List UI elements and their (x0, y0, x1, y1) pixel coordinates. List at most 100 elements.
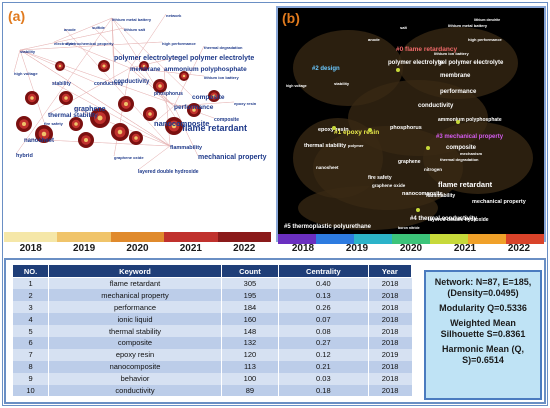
cluster-keyword-label: lithium metal battery (448, 23, 488, 28)
table-header-row: NO. Keyword Count Centrality Year (11, 264, 413, 278)
table-cell: 2018 (367, 384, 412, 397)
table-cell: 0.12 (277, 348, 369, 361)
panel-b-cluster-map: lithium dendrite lithium metal battery sal… (276, 6, 546, 244)
table-cell: 120 (220, 348, 279, 361)
cluster-keyword-label: flammability (426, 193, 455, 199)
timeline-bar-b (278, 234, 544, 244)
keyword-label: conductivity (114, 79, 150, 85)
cluster-keyword-label: high voltage (286, 84, 307, 88)
cluster-keyword-label: lithium ion battery (434, 51, 469, 56)
table-cell: 2019 (367, 348, 412, 361)
timeline-b-segment (430, 234, 468, 244)
table-cell: 0.13 (277, 289, 369, 302)
cluster-label: #5 thermoplastic polyurethane (284, 224, 372, 230)
table-cell: thermal stability (48, 325, 222, 337)
cluster-keyword-label: lithium dendrite (474, 18, 500, 22)
table-cell: 0.18 (277, 384, 369, 397)
panel-b-letter: (b) (282, 10, 300, 26)
table-body: 1 flame retardant 305 0.40 2018 2 mechanical p… (11, 277, 412, 397)
keyword-label: electrolyte (54, 41, 75, 46)
table-cell: 6 (11, 336, 49, 349)
table-cell: ionic liquid (48, 313, 222, 326)
table-cell: 0.21 (277, 360, 369, 373)
keyword-label: performance (174, 104, 214, 111)
table-cell: 0.27 (277, 336, 369, 349)
table-cell: 2018 (367, 289, 412, 302)
keyword-label: fire safety (44, 121, 64, 126)
table-cell: conductivity (48, 384, 222, 397)
table-cell: behavior (48, 372, 222, 385)
table-cell: 1 (11, 277, 49, 290)
table-header: Count (220, 264, 279, 278)
table-cell: nanocomposite (48, 360, 222, 373)
table-cell: 305 (220, 277, 279, 290)
table-row: 1 flame retardant 305 0.40 2018 (11, 277, 412, 290)
table-cell: 3 (11, 301, 49, 314)
table-cell: 8 (11, 360, 49, 373)
cluster-keyword-label: ammonium polyphosphate (438, 117, 502, 123)
cluster-label: #2 design (312, 66, 340, 72)
year-axis-a: 2018 2019 2020 2021 2022 (4, 243, 271, 257)
table-cell: 0.07 (277, 313, 369, 326)
cluster-keyword-label: epoxy resin (318, 127, 349, 133)
cluster-keyword-label: mechanism (460, 151, 482, 156)
year-axis-b: 2018 2019 2020 2021 2022 (276, 243, 546, 257)
keyword-label: stability (52, 81, 71, 87)
table-cell: 113 (220, 360, 279, 373)
keyword-label: flame retardant (182, 123, 247, 133)
table-cell: 184 (220, 301, 279, 314)
keyword-label: sulfide (92, 25, 106, 30)
keyword-label: nanosheet (24, 138, 54, 144)
stat-harmonic: Harmonic Mean (Q, S)=0.6514 (441, 344, 524, 365)
year-label: 2018 (19, 243, 42, 254)
timeline-b-segment (278, 234, 316, 244)
cluster-keyword-label: nitrogen (424, 167, 442, 172)
cluster-keyword-label: membrane (440, 73, 471, 79)
cluster-keyword-label: performance (440, 89, 477, 95)
table-header: Year (367, 264, 413, 278)
keyword-label: layered double hydroxide (138, 169, 199, 175)
keyword-label: hybrid (16, 153, 33, 159)
table-cell: performance (48, 301, 222, 314)
table-cell: 0.26 (277, 301, 369, 314)
keyword-label: lithium salt (124, 27, 146, 32)
timeline-a-segment (217, 232, 272, 242)
timeline-a-segment (164, 232, 218, 242)
network-stats-box: Network: N=87, E=185, (Density=0.0495) M… (424, 270, 542, 400)
table-row: 9 behavior 100 0.03 2018 (11, 372, 412, 385)
keyword-label: composite (192, 94, 225, 101)
table-cell: 2018 (367, 301, 412, 314)
keyword-label: high performance (162, 41, 197, 46)
cluster-keyword-label: phosphorus (390, 125, 422, 131)
table-cell: 0.03 (277, 372, 369, 385)
table-cell: composite (48, 336, 222, 349)
timeline-bar-a (4, 232, 272, 242)
stat-network: Network: N=87, E=185, (Density=0.0495) (434, 277, 532, 298)
table-cell: 9 (11, 372, 49, 385)
table-cell: 0.40 (277, 277, 369, 290)
timeline-b-segment (506, 234, 544, 244)
table-header: NO. (11, 264, 50, 278)
timeline-a-segment (4, 232, 58, 242)
keyword-label: membrane (130, 67, 161, 73)
keyword-label: nanocomposite (154, 119, 209, 128)
timeline-b-segment (316, 234, 354, 244)
year-label: 2021 (179, 243, 202, 254)
cluster-label: #3 mechanical property (436, 134, 504, 140)
year-label: 2018 (291, 243, 315, 254)
keyword-label: lithium ion battery (204, 75, 239, 80)
table-cell: 195 (220, 289, 279, 302)
table-cell: 2018 (367, 360, 412, 373)
table-cell: 0.08 (277, 325, 369, 337)
table-cell: 2 (11, 289, 49, 302)
table-cell: epoxy resin (48, 348, 222, 361)
cluster-keyword-label: fire safety (368, 175, 392, 181)
year-label: 2020 (399, 243, 423, 254)
year-label: 2019 (72, 243, 96, 254)
keyword-table: NO. Keyword Count Centrality Year 1 flame ret… (11, 264, 413, 397)
table-cell: flame retardant (48, 277, 222, 290)
cluster-keyword-label: nanosheet (316, 165, 339, 170)
cluster-keyword-label: graphene (398, 159, 421, 165)
keyword-label: network (166, 13, 182, 18)
